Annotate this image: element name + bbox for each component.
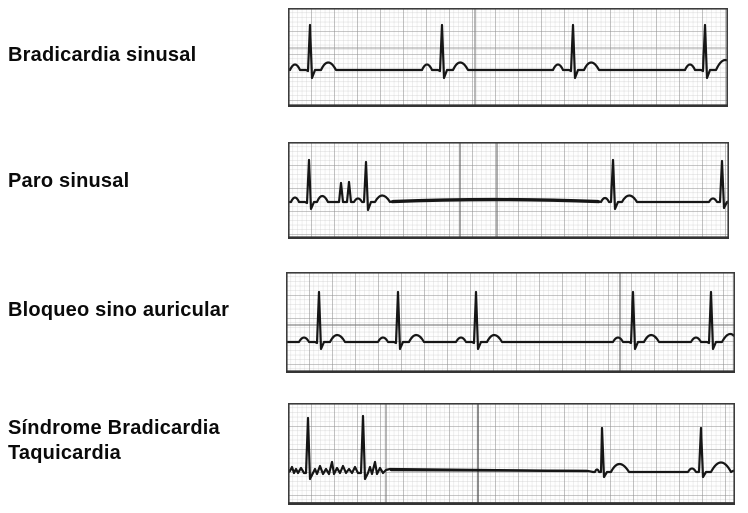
ecg-strip-bloqueo-sino-auricular bbox=[286, 272, 735, 373]
ecg-grid-large bbox=[288, 142, 729, 239]
ecg-strip-paro-sinusal bbox=[288, 142, 729, 239]
ecg-trace-overlay bbox=[389, 468, 589, 473]
ecg-grid-large bbox=[288, 403, 735, 505]
row-label-bradicardia-sinusal: Bradicardia sinusal bbox=[8, 44, 197, 66]
ecg-strip-svg bbox=[288, 403, 735, 505]
ecg-grid-large bbox=[286, 272, 735, 373]
ecg-trace-overlay bbox=[390, 198, 601, 204]
ecg-strip-svg bbox=[288, 8, 728, 107]
row-label-paro-sinusal: Paro sinusal bbox=[8, 170, 130, 192]
ecg-strip-bradicardia-sinusal bbox=[288, 8, 728, 107]
ecg-strip-sindrome-bradicardia-taquicardia bbox=[288, 403, 735, 505]
ecg-strip-svg bbox=[286, 272, 735, 373]
row-label-sindrome-bradicardia-taquicardia: Síndrome Bradicardia Taquicardia bbox=[8, 417, 220, 464]
ecg-grid-large bbox=[288, 8, 728, 107]
ecg-strip-svg bbox=[288, 142, 729, 239]
row-label-bloqueo-sino-auricular: Bloqueo sino auricular bbox=[8, 299, 230, 321]
ecg-trace-bloqueo-sino-auricular bbox=[286, 290, 735, 351]
ecg-trace-sindrome-bradicardia-taquicardia bbox=[288, 414, 735, 481]
ecg-trace-bradicardia-sinusal bbox=[288, 23, 728, 80]
